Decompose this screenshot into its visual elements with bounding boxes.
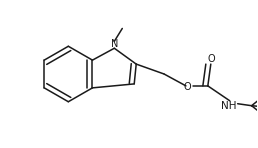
Text: O: O [208, 54, 216, 64]
Text: O: O [183, 82, 191, 92]
Text: N: N [111, 39, 118, 49]
Text: NH: NH [221, 101, 237, 111]
